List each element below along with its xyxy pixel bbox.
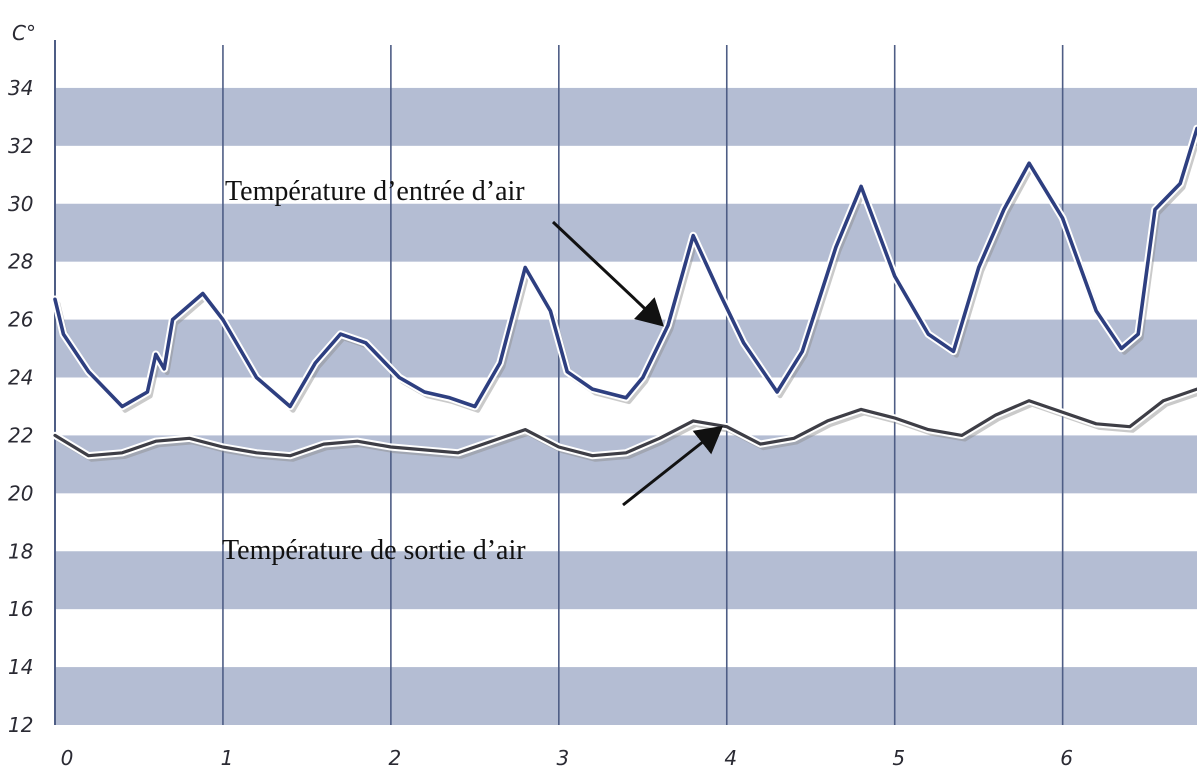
band-4: [55, 203, 1197, 262]
x-tick-label-0: 0: [61, 746, 74, 770]
y-axis-unit: C°: [12, 21, 36, 45]
y-tick-label-16: 16: [8, 597, 33, 621]
x-tick-label-2: 2: [389, 746, 402, 770]
series-layer: [51, 124, 1197, 462]
annotation-label-1: Température de sortie d’air: [222, 535, 526, 566]
y-tick-label-20: 20: [8, 481, 33, 505]
y-tick-label-24: 24: [8, 366, 33, 390]
y-tick-label-34: 34: [8, 76, 33, 100]
horizontal-bands: [55, 87, 1197, 725]
x-tick-label-1: 1: [221, 746, 234, 770]
y-tick-label-18: 18: [8, 539, 33, 563]
annotation-arrow-0: [551, 220, 664, 327]
band-5: [55, 87, 1197, 146]
annotation-arrow-1: [622, 425, 724, 507]
y-tick-label-26: 26: [8, 308, 33, 332]
series-line-1: [53, 387, 1197, 458]
x-tick-label-4: 4: [724, 746, 737, 770]
annotation-label-0: Température d’entrée d’air: [225, 176, 525, 207]
x-tick-label-5: 5: [892, 746, 905, 770]
series-line-0: [53, 126, 1197, 409]
y-tick-label-32: 32: [8, 134, 33, 158]
y-tick-label-30: 30: [8, 192, 33, 216]
band-1: [55, 551, 1197, 610]
y-tick-label-22: 22: [8, 423, 33, 447]
y-tick-label-14: 14: [8, 655, 33, 679]
x-tick-label-3: 3: [556, 746, 569, 770]
vertical-gridlines: [54, 40, 1064, 725]
y-tick-labels: 12 14 16 18 20 22 24 26 28 30 32 34: [8, 76, 33, 737]
band-0: [55, 667, 1197, 725]
y-tick-label-28: 28: [8, 250, 33, 274]
annotations: Température d’entrée d’air Température de…: [222, 176, 724, 566]
band-3: [55, 319, 1197, 378]
band-2: [55, 435, 1197, 494]
y-tick-label-12: 12: [8, 713, 33, 737]
x-tick-label-6: 6: [1060, 746, 1073, 770]
x-tick-labels: 0 1 2 3 4 5 6: [61, 746, 1073, 770]
